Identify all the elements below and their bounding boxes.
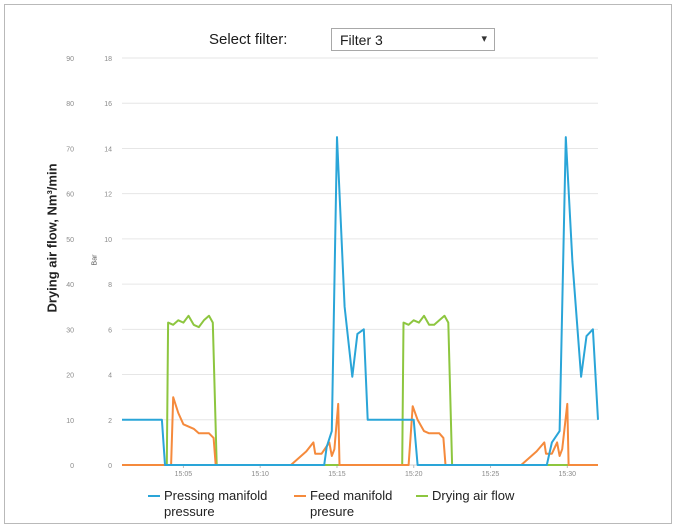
- x-tick-label: 15:05: [175, 471, 193, 478]
- y2-tick-label: 18: [104, 56, 112, 63]
- legend-swatch-drying: [416, 495, 428, 497]
- filter-label: Select filter:: [209, 31, 288, 48]
- x-tick-label: 15:20: [405, 471, 423, 478]
- series-line-feed-manifold-presure: [122, 396, 598, 466]
- y2-tick-label: 0: [108, 463, 112, 470]
- y2-tick-label: 8: [108, 282, 112, 289]
- legend-label-drying: Drying air flow: [432, 488, 515, 503]
- series-line-pressing-manifold-pressure: [122, 136, 599, 466]
- y-tick-label: 40: [66, 282, 74, 289]
- y2-tick-label: 4: [108, 373, 112, 380]
- x-tick-label: 15:10: [251, 471, 269, 478]
- x-tick-label: 15:30: [559, 471, 577, 478]
- x-tick-label: 15:25: [482, 471, 500, 478]
- y2-tick-label: 2: [108, 418, 112, 425]
- legend-label-feed: Feed manifold presure: [310, 488, 393, 519]
- chevron-down-icon: ▾: [481, 33, 487, 45]
- series-line-drying-air-flow: [122, 314, 598, 466]
- y-tick-label: 20: [66, 373, 74, 380]
- y2-tick-label: 14: [104, 146, 112, 153]
- chart-legend: Pressing manifold pressure Feed manifold…: [148, 488, 568, 524]
- y-tick-label: 60: [66, 192, 74, 199]
- y-tick-label: 50: [66, 237, 74, 244]
- legend-label-pressing: Pressing manifold pressure: [164, 488, 268, 519]
- y-tick-label: 70: [66, 146, 74, 153]
- y2-tick-label: 6: [108, 327, 112, 334]
- y-tick-label: 0: [70, 463, 74, 470]
- filter-selected-value: Filter 3: [340, 32, 383, 48]
- y-tick-label: 30: [66, 327, 74, 334]
- y-tick-label: 90: [66, 56, 74, 63]
- legend-swatch-pressing: [148, 495, 160, 497]
- y-tick-label: 10: [66, 418, 74, 425]
- filter-select[interactable]: Filter 3 ▾: [331, 28, 495, 51]
- x-tick-label: 15:15: [328, 471, 346, 478]
- legend-swatch-feed: [294, 495, 306, 497]
- y2-tick-label: 10: [104, 237, 112, 244]
- y2-tick-label: 12: [104, 192, 112, 199]
- y2-tick-label: 16: [104, 101, 112, 108]
- y-tick-label: 80: [66, 101, 74, 108]
